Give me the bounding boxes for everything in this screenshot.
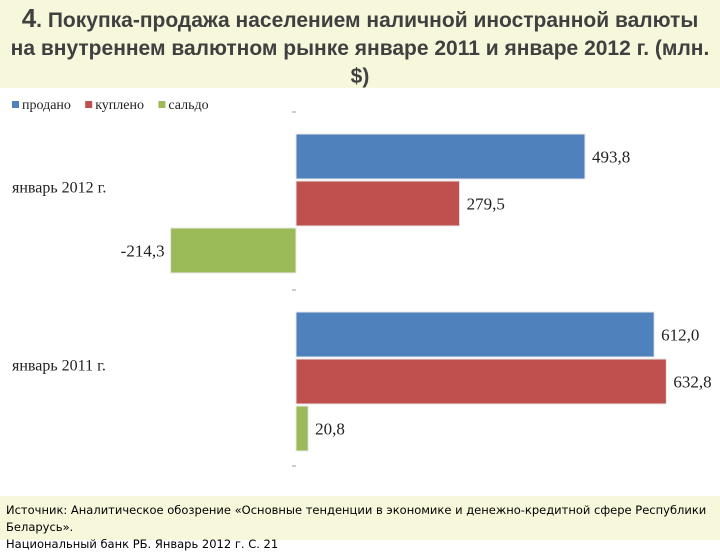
data-label-сальдо-0: -214,3 xyxy=(121,242,165,261)
source-note: Источник: Аналитическое обозрение «Основ… xyxy=(6,502,714,553)
chart-legend: продано куплено сальдо xyxy=(12,98,209,113)
data-labels: 493,8 279,5 -214,3 612,0 632,8 20,8 xyxy=(121,148,712,439)
category-labels: январь 2012 г. январь 2011 г. xyxy=(12,180,106,375)
legend-label-1: куплено xyxy=(95,98,144,113)
data-label-куплено-1: 632,8 xyxy=(673,373,711,392)
title-band xyxy=(0,0,720,88)
source-band xyxy=(0,496,720,540)
bar-сальдо-0 xyxy=(170,227,297,274)
legend-swatch-0 xyxy=(12,101,19,108)
title-text: . Покупка-продажа населением наличной ин… xyxy=(10,9,710,88)
data-label-куплено-0: 279,5 xyxy=(467,195,505,214)
bar-продано-1 xyxy=(295,311,655,358)
bar-chart: продано куплено сальдо 493,8 279,5 -214,3 612… xyxy=(12,98,712,467)
category-label-1: январь 2011 г. xyxy=(12,358,106,375)
bar-куплено-0 xyxy=(295,180,461,227)
chart-title: 4. Покупка-продажа населением наличной и… xyxy=(10,4,710,91)
source-line-2: Национальный банк РБ. Январь 2012 г. С. … xyxy=(6,537,279,551)
legend-label-2: сальдо xyxy=(168,98,208,113)
legend-swatch-2 xyxy=(158,101,166,108)
bar-куплено-1 xyxy=(295,358,667,405)
category-label-0: январь 2012 г. xyxy=(12,180,106,197)
title-number: 4 xyxy=(21,3,37,33)
source-line-1: Источник: Аналитическое обозрение «Основ… xyxy=(6,503,707,534)
bar-сальдо-1 xyxy=(295,405,309,452)
category-axis xyxy=(292,111,296,467)
data-label-продано-0: 493,8 xyxy=(592,148,630,167)
bar-продано-0 xyxy=(295,133,586,180)
legend-swatch-1 xyxy=(85,101,93,108)
bars xyxy=(170,133,667,452)
legend-label-0: продано xyxy=(22,98,71,113)
data-label-продано-1: 612,0 xyxy=(661,326,699,345)
data-label-сальдо-1: 20,8 xyxy=(315,420,345,439)
